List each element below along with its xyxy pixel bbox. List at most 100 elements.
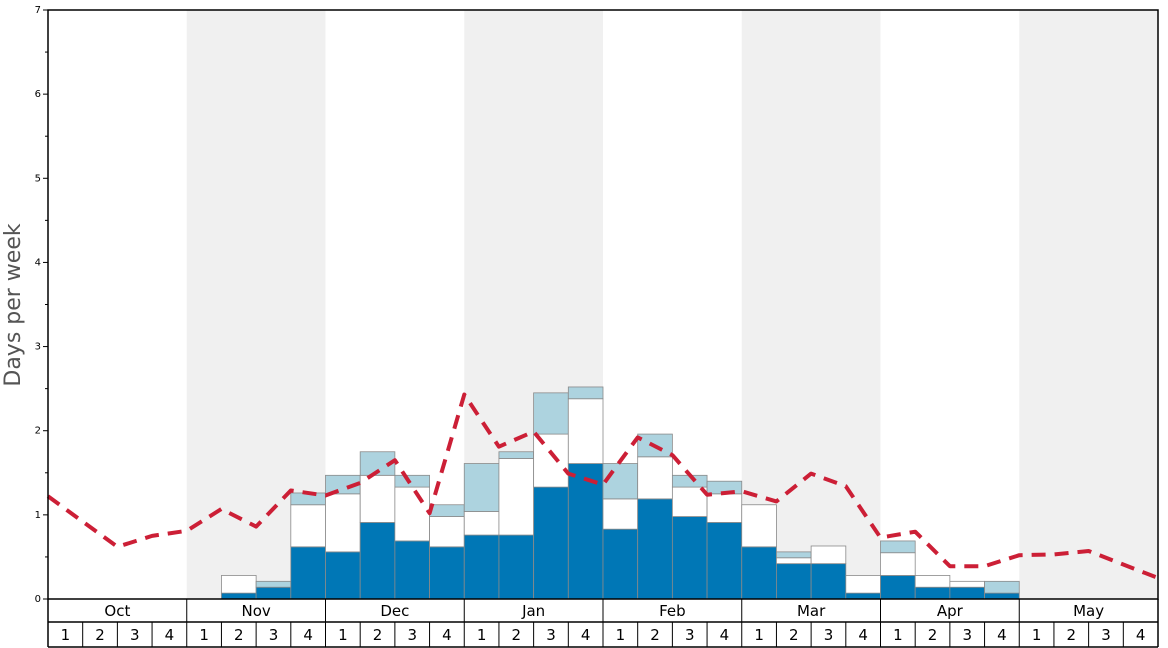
bar-segment — [429, 516, 465, 548]
bar-segment — [463, 534, 500, 600]
week-label: 1 — [754, 626, 764, 644]
bar-segment — [359, 474, 396, 523]
bar-segment — [359, 522, 396, 600]
bar-segment — [637, 456, 673, 500]
y-tick-label: 1 — [35, 510, 41, 521]
month-shade — [1019, 10, 1158, 599]
bar-segment — [498, 534, 535, 600]
bar-segment — [463, 463, 500, 512]
week-label: 4 — [858, 626, 868, 644]
month-label: May — [1073, 602, 1104, 620]
bar-segment — [949, 580, 985, 588]
bar-segment — [845, 592, 881, 600]
week-label: 4 — [1136, 626, 1146, 644]
week-label: 4 — [303, 626, 313, 644]
week-label: 3 — [269, 626, 279, 644]
bar-segment — [880, 552, 916, 576]
week-label: 2 — [928, 626, 938, 644]
week-label: 3 — [962, 626, 972, 644]
week-label: 1 — [1032, 626, 1042, 644]
bar-segment — [845, 575, 881, 594]
bar-segment — [533, 392, 569, 435]
bar-segment — [325, 493, 361, 553]
week-label: 4 — [997, 626, 1007, 644]
bar-segment — [776, 551, 812, 559]
month-label: Mar — [797, 602, 826, 620]
bar-segment — [776, 563, 812, 600]
bar-segment — [255, 586, 292, 600]
bar-segment — [914, 575, 951, 588]
week-label: 3 — [407, 626, 417, 644]
bar-segment — [671, 516, 708, 600]
week-label: 3 — [685, 626, 695, 644]
bar-segment — [325, 551, 361, 600]
bar-segment — [810, 563, 847, 600]
y-tick-label: 7 — [35, 5, 41, 16]
month-label: Feb — [659, 602, 686, 620]
week-label: 2 — [789, 626, 799, 644]
bar-segment — [463, 511, 500, 536]
month-label: Nov — [241, 602, 270, 620]
y-axis-label: Days per week — [1, 223, 26, 386]
bar-segment — [429, 504, 465, 517]
bar-segment — [221, 592, 257, 600]
month-label: Jan — [521, 602, 545, 620]
week-label: 1 — [616, 626, 626, 644]
month-label: Dec — [380, 602, 409, 620]
bar-segment — [880, 540, 916, 554]
bar-segment — [602, 463, 639, 500]
bars-layer — [221, 386, 1020, 600]
week-label: 3 — [824, 626, 834, 644]
week-label: 4 — [581, 626, 591, 644]
bar-segment — [394, 486, 430, 542]
bar-segment — [221, 575, 257, 594]
bar-segment — [810, 545, 847, 565]
y-tick-label: 5 — [35, 173, 41, 184]
month-label: Oct — [104, 602, 130, 620]
bar-segment — [984, 592, 1020, 600]
bar-segment — [984, 580, 1020, 594]
month-label: Apr — [937, 602, 964, 620]
bar-segment — [567, 463, 604, 600]
month-shade — [741, 10, 881, 599]
week-label: 3 — [130, 626, 140, 644]
bar-segment — [741, 546, 777, 600]
bar-segment — [949, 586, 985, 600]
axes-layer: 0 1 2 3 4 5 6 7 Oct 1 2 3 4 Nov 1 2 3 4 Dec 1 2 3 4 Jan 1 2 3 4 Feb 1… — [35, 5, 1159, 648]
bar-segment — [498, 451, 535, 459]
bar-segment — [567, 398, 604, 464]
y-tick-label: 4 — [35, 257, 41, 268]
bar-segment — [602, 528, 639, 600]
week-label: 4 — [442, 626, 452, 644]
bar-segment — [741, 504, 777, 548]
bar-segment — [533, 433, 569, 488]
week-label: 1 — [477, 626, 487, 644]
bar-segment — [914, 586, 951, 600]
week-label: 2 — [512, 626, 522, 644]
bar-segment — [290, 504, 326, 548]
week-label: 2 — [1067, 626, 1077, 644]
y-tick-label: 2 — [35, 426, 41, 437]
average-line-layer — [46, 392, 1159, 580]
week-label: 1 — [61, 626, 71, 644]
bar-segment — [706, 522, 743, 600]
bar-segment — [498, 458, 535, 536]
month-shading-layer — [186, 10, 1158, 599]
bar-segment — [533, 486, 569, 600]
bar-segment — [776, 557, 812, 565]
y-tick-label: 3 — [35, 342, 41, 353]
bar-segment — [567, 386, 604, 400]
average-line — [46, 392, 1159, 580]
week-label: 4 — [720, 626, 730, 644]
week-label: 3 — [546, 626, 556, 644]
bar-segment — [880, 575, 916, 600]
y-tick-label: 0 — [35, 594, 41, 605]
week-label: 1 — [199, 626, 209, 644]
bar-segment — [394, 540, 430, 600]
week-label: 2 — [373, 626, 383, 644]
week-label: 1 — [338, 626, 348, 644]
bar-segment — [706, 493, 743, 523]
bar-segment — [637, 498, 673, 600]
bar-segment — [290, 546, 326, 600]
